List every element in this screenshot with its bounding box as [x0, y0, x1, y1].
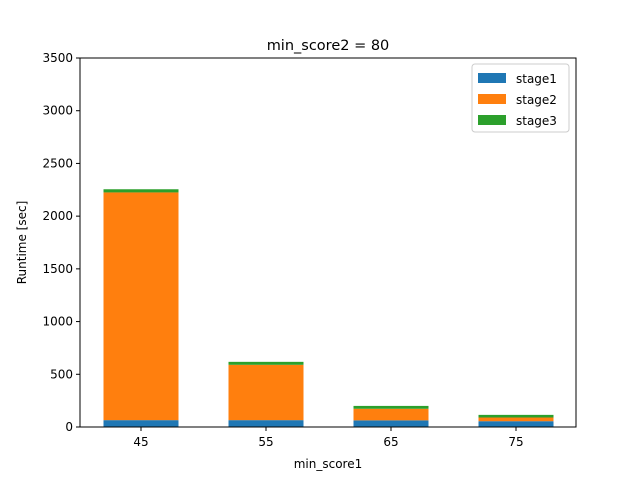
bar-stage1-45 [103, 420, 179, 427]
bars-layer [103, 189, 554, 427]
legend-swatch-stage2 [478, 94, 506, 104]
x-tick-label: 55 [258, 435, 273, 449]
bar-stage3-45 [103, 189, 179, 193]
x-tick-label: 75 [508, 435, 523, 449]
legend: stage1 stage2 stage3 [471, 63, 570, 133]
legend-label-stage2: stage2 [516, 93, 557, 107]
y-tick-label: 2500 [42, 156, 73, 170]
x-axis: 45 55 65 75 [133, 427, 524, 449]
x-tick-label: 45 [133, 435, 148, 449]
bar-stage1-75 [478, 421, 554, 427]
legend-swatch-stage1 [478, 73, 506, 83]
y-tick-label: 1500 [42, 262, 73, 276]
legend-label-stage3: stage3 [516, 114, 557, 128]
y-tick-label: 3500 [42, 51, 73, 65]
x-tick-label: 65 [383, 435, 398, 449]
y-tick-label: 0 [65, 420, 73, 434]
bar-stage2-65 [353, 408, 429, 421]
chart-title: min_score2 = 80 [267, 38, 390, 54]
bar-stage3-55 [228, 361, 304, 365]
y-tick-label: 500 [50, 367, 73, 381]
y-axis-label: Runtime [sec] [15, 201, 29, 285]
bar-stage2-55 [228, 364, 304, 421]
bar-stage3-65 [353, 405, 429, 409]
x-axis-label: min_score1 [294, 457, 363, 471]
bar-stage2-45 [103, 192, 179, 421]
y-tick-label: 1000 [42, 315, 73, 329]
y-tick-label: 3000 [42, 104, 73, 118]
y-axis: 0 500 1000 1500 2000 2500 3000 3500 [42, 51, 80, 434]
legend-label-stage1: stage1 [516, 72, 557, 86]
plot-frame [79, 57, 577, 428]
bar-stage2-75 [478, 417, 554, 422]
bar-stage1-65 [353, 420, 429, 427]
y-tick-label: 2000 [42, 209, 73, 223]
bar-stage3-75 [478, 414, 554, 418]
bar-stage1-55 [228, 420, 304, 427]
legend-swatch-stage3 [478, 115, 506, 125]
